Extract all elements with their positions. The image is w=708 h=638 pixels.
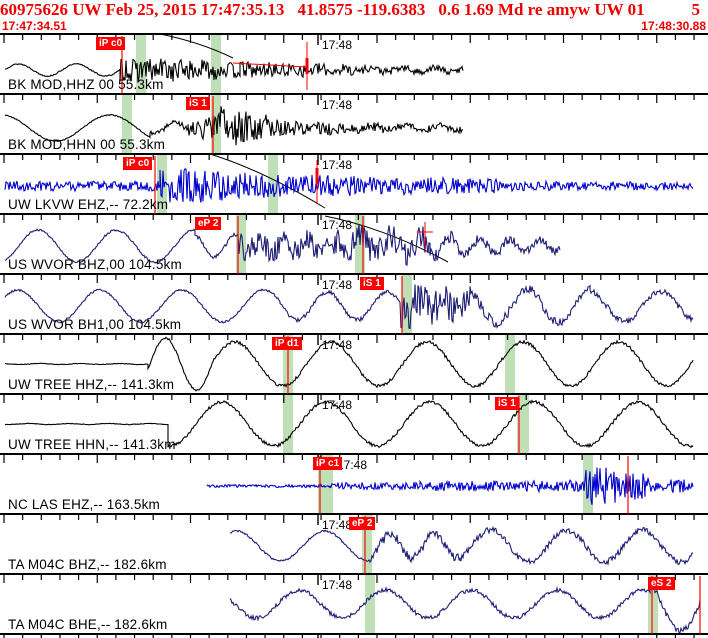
- event-id-origin-time: 60975626 UW Feb 25, 2015 17:47:35.13: [0, 0, 285, 19]
- arrival-window-band: [583, 455, 593, 514]
- pick-flag[interactable]: eS 2: [648, 577, 675, 590]
- waveform-trace[interactable]: [229, 582, 701, 634]
- window-start-time: 17:47:34.51: [2, 19, 67, 33]
- pick-flag[interactable]: eP 2: [349, 517, 376, 530]
- arrival-window-band: [283, 395, 293, 454]
- pick-flag[interactable]: iP c0: [123, 157, 153, 170]
- pick-flag[interactable]: iP c1: [313, 457, 343, 470]
- arrival-window-band: [211, 35, 221, 94]
- event-location: 41.8575 -119.6383: [297, 0, 426, 19]
- window-end-time: 17:48:30.88: [641, 19, 706, 33]
- event-header: 60975626 UW Feb 25, 2015 17:47:35.13 41.…: [0, 0, 704, 20]
- arrival-window-band: [362, 515, 372, 574]
- waveform-trace[interactable]: [230, 525, 693, 567]
- pick-flag[interactable]: iP d1: [272, 337, 302, 350]
- coda-decay-curve: [159, 33, 234, 59]
- waveform-trace[interactable]: [4, 58, 464, 83]
- waveform-trace[interactable]: [4, 336, 694, 392]
- waveform-trace[interactable]: [4, 106, 464, 146]
- waveform-trace[interactable]: [4, 284, 694, 330]
- pick-flag[interactable]: iS 1: [360, 277, 384, 290]
- pick-flag[interactable]: eP 2: [195, 217, 222, 230]
- arrival-window-band: [122, 95, 132, 154]
- arrival-window-band: [517, 395, 529, 454]
- event-count: 5: [691, 0, 701, 19]
- waveform-trace[interactable]: [206, 467, 694, 505]
- pick-flag[interactable]: iS 1: [186, 97, 210, 110]
- waveform-trace[interactable]: [4, 168, 694, 203]
- arrival-window-band: [648, 575, 658, 634]
- waveform-trace[interactable]: [4, 224, 561, 267]
- arrival-window-band: [365, 575, 375, 634]
- waveform-trace[interactable]: [4, 399, 694, 449]
- arrival-window-band: [236, 215, 246, 274]
- pick-flag[interactable]: iS 1: [495, 397, 519, 410]
- amplitude-marker[interactable]: [232, 62, 308, 68]
- coda-decay-curve: [324, 215, 449, 263]
- pick-flag[interactable]: iP c0: [96, 37, 126, 50]
- arrival-window-band: [505, 335, 515, 394]
- coda-decay-curve: [209, 153, 326, 209]
- event-magnitude-info: 0.6 1.69 Md re amyw UW 01: [438, 0, 645, 19]
